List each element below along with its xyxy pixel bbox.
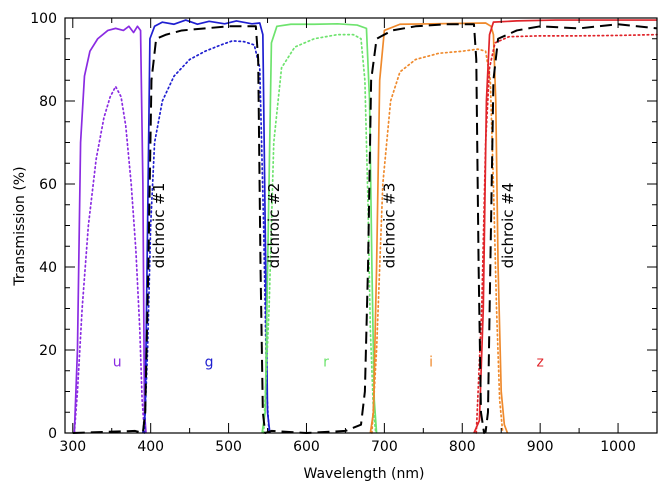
dichroic-label-1: dichroic #1 xyxy=(150,183,168,269)
y-axis-title: Transmission (%) xyxy=(12,166,28,286)
x-tick-label: 900 xyxy=(527,439,554,455)
x-axis-title: Wavelength (nm) xyxy=(304,466,425,482)
x-tick-label: 800 xyxy=(449,439,476,455)
series-line-2 xyxy=(74,86,144,433)
y-tick-label: 100 xyxy=(30,11,57,27)
dichroic-label-4: dichroic #4 xyxy=(499,183,517,269)
dichroic-label-3: dichroic #3 xyxy=(380,183,398,269)
y-tick-label: 40 xyxy=(39,260,57,276)
y-tick-label: 60 xyxy=(39,177,57,193)
band-label-r: r xyxy=(323,355,329,371)
band-label-g: g xyxy=(205,355,214,371)
x-tick-label: 600 xyxy=(293,439,320,455)
dichroic-label-2: dichroic #2 xyxy=(265,183,283,269)
x-tick-label: 300 xyxy=(59,439,86,455)
band-label-z: z xyxy=(536,355,543,371)
band-label-u: u xyxy=(113,355,122,371)
band-label-i: i xyxy=(429,355,433,371)
y-tick-label: 80 xyxy=(39,94,57,110)
y-tick-label: 20 xyxy=(39,343,57,359)
x-tick-label: 500 xyxy=(215,439,242,455)
x-tick-label: 400 xyxy=(137,439,164,455)
axis-layer: 300 400 500 600 700 800 900 1000 0 20 40 60 80 100 xyxy=(30,11,657,455)
y-tick-label: 0 xyxy=(48,426,57,442)
x-tick-label: 1000 xyxy=(600,439,636,455)
x-tick-label: 700 xyxy=(371,439,398,455)
